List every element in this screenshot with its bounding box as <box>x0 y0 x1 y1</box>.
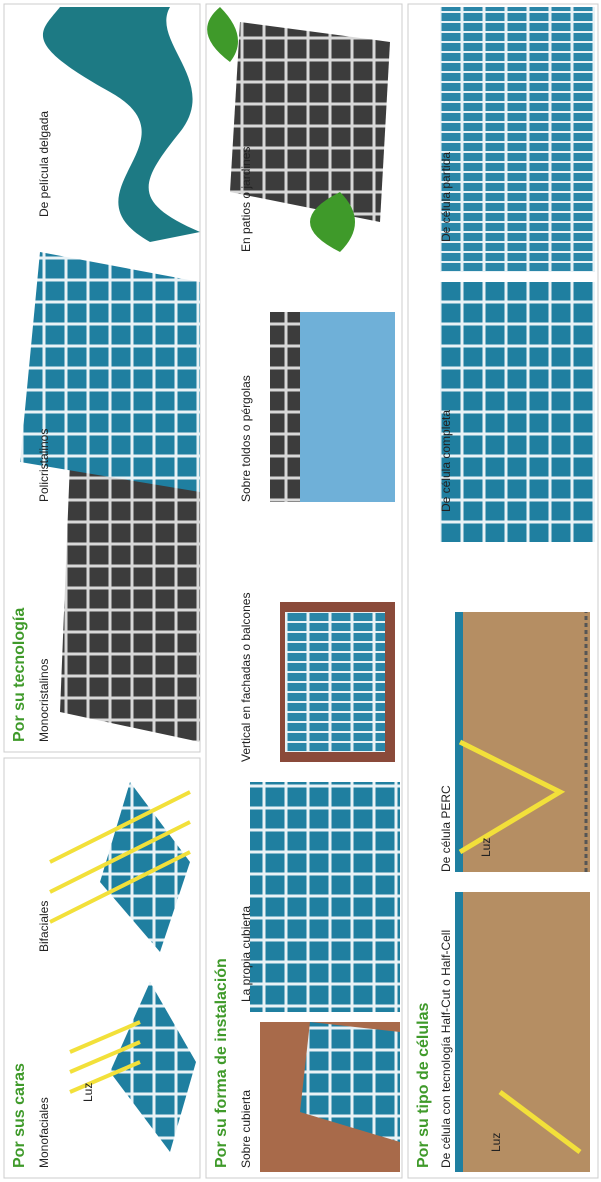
panel <box>230 22 390 222</box>
panel <box>285 612 385 752</box>
label: La propia cubierta <box>239 906 253 1002</box>
section-title: Por su forma de instalación <box>213 958 230 1168</box>
light-label: Luz <box>81 1083 95 1102</box>
cell-layer <box>455 892 463 1172</box>
box <box>407 3 599 1179</box>
thin-film <box>43 7 200 242</box>
roof-tiles <box>250 782 400 1012</box>
label: Policristalinos <box>37 429 51 502</box>
pergola <box>270 312 300 502</box>
rotated-content: Por sus caras Monofaciales Bifaciales Lu… <box>3 3 599 1179</box>
label: Vertical en fachadas o balcones <box>239 593 253 762</box>
panel <box>440 7 595 272</box>
label: De película delgada <box>37 111 51 217</box>
building <box>300 312 395 502</box>
label: De célula con tecnología Half-Cut o Half… <box>439 930 453 1168</box>
panel <box>300 1022 400 1142</box>
cell-layer <box>455 612 463 872</box>
section-title: Por sus caras <box>11 1063 28 1168</box>
light-rays <box>49 790 191 1094</box>
label: De célula PERC <box>439 785 453 872</box>
label: De célula partida <box>439 152 453 242</box>
light-rays <box>458 739 582 1154</box>
light-label: Luz <box>489 1133 503 1152</box>
cell-section <box>460 612 590 872</box>
label: Monofaciales <box>37 1097 51 1168</box>
label: En patios o jardines <box>239 147 253 252</box>
label: Bifaciales <box>37 901 51 952</box>
cell-section <box>460 892 590 1172</box>
box <box>3 757 201 1179</box>
plants <box>207 7 355 252</box>
panel <box>440 282 595 542</box>
box <box>205 3 403 1179</box>
label: Monocristalinos <box>37 659 51 742</box>
panel <box>20 252 200 492</box>
section-title: Por su tecnología <box>11 608 28 742</box>
label: De célula completa <box>439 410 453 512</box>
label: Sobre cubierta <box>239 1090 253 1168</box>
section-title: Por su tipo de células <box>415 1003 432 1168</box>
panel <box>60 462 200 742</box>
panel <box>100 782 190 952</box>
panel <box>110 982 196 1152</box>
label: Sobre toldos o pérgolas <box>239 375 253 502</box>
light-label: Luz <box>479 838 493 857</box>
